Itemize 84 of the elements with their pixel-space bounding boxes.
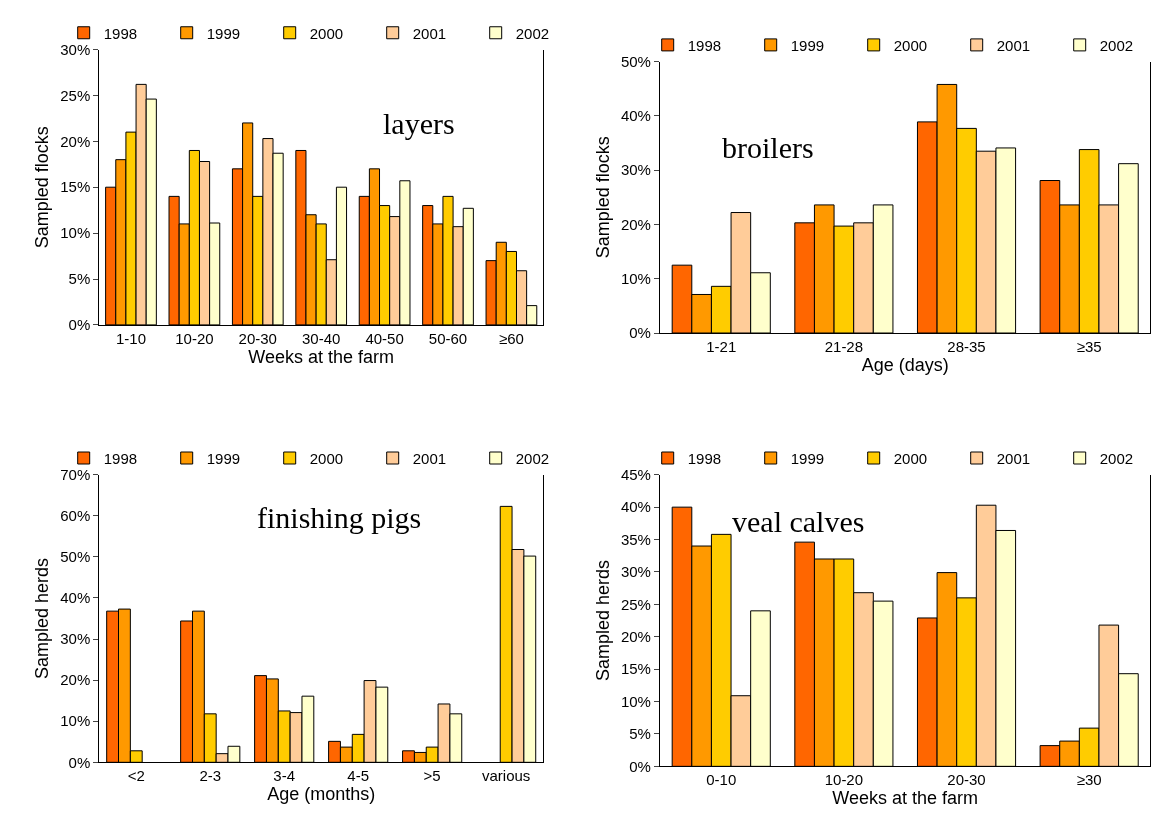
- y-tick-label: 15%: [60, 178, 91, 196]
- y-tick-label: 30%: [620, 563, 651, 581]
- y-tick-label: 10%: [60, 224, 91, 242]
- legend-label: 1999: [790, 36, 825, 54]
- y-tick-label: 0%: [68, 753, 91, 771]
- legend-label: 2000: [893, 36, 928, 54]
- legend-label: 2002: [515, 24, 550, 42]
- x-tick-label: 10-20: [175, 329, 214, 347]
- legend-label: 1999: [206, 449, 241, 467]
- legend-label: 2001: [996, 36, 1031, 54]
- x-tick-label: 50-60: [428, 329, 468, 347]
- y-axis-title: Sampled herds: [32, 557, 53, 680]
- y-tick-label: 45%: [620, 466, 651, 483]
- legend-label: 2000: [893, 449, 928, 467]
- x-tick-label: 1-10: [115, 329, 146, 347]
- y-tick-label: 60%: [60, 507, 91, 525]
- x-tick-label: various: [481, 767, 531, 785]
- x-tick-label: 30-40: [302, 329, 341, 347]
- y-tick-label: 20%: [620, 215, 651, 233]
- y-tick-label: 40%: [620, 498, 651, 516]
- y-tick-label: 35%: [620, 530, 651, 548]
- text: 1998: [687, 449, 722, 467]
- y-tick-label: 30%: [60, 630, 91, 648]
- legend-label: 1999: [206, 24, 241, 42]
- x-tick-label: >5: [423, 767, 441, 785]
- x-tick-label: 40-50: [365, 329, 404, 347]
- y-tick-label: 25%: [620, 595, 651, 613]
- y-tick-label: 5%: [629, 725, 651, 743]
- x-axis-title: Weeks at the farm: [832, 788, 979, 809]
- legend-label: 2001: [412, 24, 447, 42]
- y-axis-title: Sampled flocks: [32, 126, 53, 249]
- x-axis-title: Age (days): [861, 355, 949, 376]
- legend-label: 2002: [1099, 36, 1134, 54]
- x-tick-label: 1-21: [706, 338, 737, 355]
- y-tick-label: 20%: [620, 628, 651, 645]
- x-tick-label: 28-35: [947, 338, 986, 355]
- y-tick-label: 25%: [60, 86, 91, 104]
- y-tick-label: 15%: [620, 660, 651, 678]
- legend-label: 1999: [790, 449, 825, 467]
- x-tick-label: 20-30: [238, 329, 277, 347]
- y-tick-label: 40%: [60, 589, 91, 607]
- annotation: finishing pigs: [257, 501, 422, 534]
- legend-label: 2000: [309, 24, 344, 42]
- x-tick-label: ≥35: [1076, 338, 1102, 355]
- annotation: layers: [383, 107, 455, 140]
- x-tick-label: 2-3: [199, 767, 222, 785]
- y-tick-label: 5%: [68, 270, 91, 288]
- y-tick-label: 10%: [620, 692, 651, 710]
- x-tick-label: ≥30: [1076, 771, 1102, 789]
- x-tick-label: 3-4: [273, 767, 296, 785]
- legend-label: 2001: [996, 449, 1031, 467]
- y-tick-label: 20%: [60, 132, 91, 150]
- annotation: veal calves: [732, 505, 865, 538]
- x-tick-label: 0-10: [706, 771, 737, 789]
- y-axis-title: Sampled flocks: [593, 136, 614, 259]
- legend-label: 2000: [309, 449, 344, 467]
- y-tick-label: 0%: [629, 324, 651, 342]
- y-tick-label: 0%: [629, 757, 651, 775]
- y-tick-label: 40%: [620, 107, 651, 125]
- x-tick-label: 21-28: [824, 338, 864, 355]
- x-axis-title: Age (months): [267, 784, 376, 805]
- y-tick-label: 30%: [620, 161, 651, 179]
- legend-label: 1998: [103, 449, 138, 467]
- x-tick-label: 20-30: [947, 771, 986, 789]
- x-tick-label: <2: [127, 767, 145, 785]
- x-axis-title: Weeks at the farm: [248, 347, 395, 367]
- legend-label: 1998: [103, 24, 138, 42]
- y-axis-title: Sampled herds: [593, 560, 614, 682]
- legend-label: 2002: [1099, 449, 1134, 467]
- y-tick-label: 70%: [60, 466, 91, 483]
- y-tick-label: 20%: [60, 671, 91, 689]
- y-tick-label: 30%: [60, 40, 91, 58]
- annotation: broilers: [722, 131, 814, 164]
- x-tick-label: 4-5: [347, 767, 370, 785]
- y-tick-label: 10%: [60, 712, 91, 730]
- legend-label: 2002: [515, 449, 550, 467]
- legend-label: 1998: [687, 36, 722, 54]
- legend-label: 2001: [412, 449, 447, 467]
- y-tick-label: 50%: [620, 52, 651, 70]
- y-tick-label: 0%: [68, 316, 91, 334]
- y-tick-label: 50%: [60, 548, 91, 566]
- y-tick-label: 10%: [620, 269, 651, 287]
- x-tick-label: 10-20: [824, 771, 864, 789]
- x-tick-label: ≥60: [498, 329, 524, 347]
